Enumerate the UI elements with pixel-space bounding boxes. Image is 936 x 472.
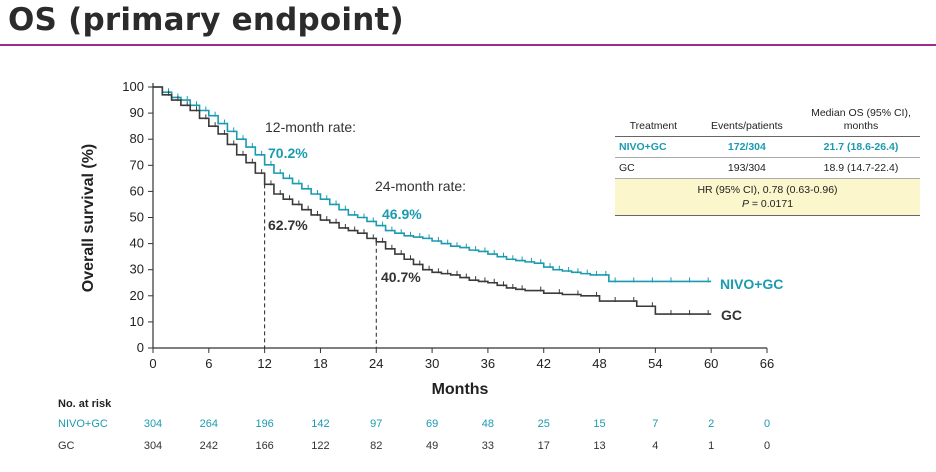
risk-row-label: NIVO+GC (58, 418, 108, 430)
km-chart: 0 6 12 18 24 30 36 42 48 54 60 66 0 10 20 30 40 50 60 70 80 9… (80, 79, 783, 398)
x-tick-label: 0 (149, 356, 156, 371)
survival-curves (153, 86, 712, 316)
y-tick-label: 100 (122, 79, 144, 94)
header-events: Events/patients (691, 104, 802, 137)
annotation-12-nivo: 70.2% (268, 145, 308, 161)
risk-count: 122 (311, 440, 330, 452)
risk-count: 15 (593, 418, 606, 430)
risk-row-label: GC (58, 440, 75, 452)
x-tick-label: 12 (257, 356, 271, 371)
p-value: = 0.0171 (748, 198, 794, 210)
risk-count: 142 (311, 418, 330, 430)
annotation-12-label: 12-month rate: (265, 119, 356, 135)
treatment-cell: GC (615, 157, 692, 179)
risk-count: 82 (370, 440, 383, 452)
hr-row: HR (95% CI), 0.78 (0.63-0.96) P = 0.0171 (615, 178, 920, 216)
series-label-nivo: NIVO+GC (720, 276, 783, 292)
y-tick-label: 70 (130, 157, 144, 172)
y-axis-label: Overall survival (%) (80, 144, 97, 293)
risk-count: 97 (370, 418, 383, 430)
y-tick-label: 50 (130, 210, 144, 225)
hr-box: HR (95% CI), 0.78 (0.63-0.96) P = 0.0171 (615, 178, 920, 216)
title-rule (0, 44, 936, 46)
y-tick-label: 10 (130, 314, 144, 329)
y-tick-label: 60 (130, 183, 144, 198)
stats-table: Treatment Events/patients Median OS (95%… (615, 104, 920, 216)
x-tick-label: 66 (760, 356, 774, 371)
risk-count: 0 (763, 418, 771, 430)
risk-count: 304 (143, 440, 163, 452)
y-tick-label: 90 (130, 105, 144, 120)
x-tick-label: 36 (481, 356, 495, 371)
y-tick-label: 40 (130, 236, 144, 251)
risk-table-title: No. at risk (58, 398, 112, 410)
y-tick-label: 80 (130, 131, 144, 146)
risk-count: 48 (481, 418, 495, 430)
slide-title: OS (primary endpoint) (8, 2, 404, 38)
risk-count: 196 (255, 418, 274, 430)
risk-count: 33 (481, 440, 495, 452)
risk-count: 4 (652, 440, 659, 452)
risk-count: 242 (199, 440, 218, 452)
header-treatment: Treatment (615, 104, 692, 137)
x-tick-label: 6 (205, 356, 212, 371)
axes: 0 6 12 18 24 30 36 42 48 54 60 66 0 10 20 30 40 50 60 70 80 9… (122, 79, 774, 371)
risk-count: 69 (425, 418, 439, 430)
p-label: P (741, 198, 749, 210)
y-tick-label: 0 (137, 340, 144, 355)
annotation-24-label: 24-month rate: (375, 178, 466, 194)
reference-lines (264, 184, 377, 348)
risk-count: 2 (708, 418, 715, 430)
events-cell: 172/304 (691, 136, 802, 158)
x-tick-label: 30 (425, 356, 439, 371)
y-tick-label: 20 (130, 288, 144, 303)
x-tick-label: 48 (592, 356, 606, 371)
risk-count: 17 (537, 440, 550, 452)
risk-count: 264 (199, 418, 218, 430)
risk-count: 304 (143, 418, 163, 430)
x-tick-label: 42 (536, 356, 550, 371)
events-cell: 193/304 (691, 157, 802, 179)
median-cell: 21.7 (18.6-26.4) (802, 136, 920, 158)
annotation-24-gc: 40.7% (381, 269, 421, 285)
risk-count: 0 (763, 440, 771, 452)
x-tick-label: 24 (369, 356, 383, 371)
hr-text: HR (95% CI), 0.78 (0.63-0.96) (697, 184, 838, 196)
treatment-cell: NIVO+GC (615, 136, 692, 158)
risk-count: 7 (652, 418, 659, 430)
x-axis-label: Months (432, 381, 489, 398)
y-tick-label: 30 (130, 262, 144, 277)
annotation-24-nivo: 46.9% (382, 206, 422, 222)
x-tick-label: 18 (313, 356, 327, 371)
risk-count: 49 (425, 440, 439, 452)
km-curve-nivo-gc (153, 86, 712, 283)
stats-row-nivo: NIVO+GC 172/304 21.7 (18.6-26.4) (615, 136, 920, 158)
risk-count: 1 (708, 440, 715, 452)
risk-count: 166 (255, 440, 274, 452)
km-curve-gc (153, 86, 712, 315)
header-median: Median OS (95% CI), months (802, 104, 920, 137)
stats-row-gc: GC 193/304 18.9 (14.7-22.4) (615, 157, 920, 179)
x-tick-label: 60 (704, 356, 718, 371)
median-cell: 18.9 (14.7-22.4) (802, 157, 920, 179)
series-label-gc: GC (721, 307, 742, 323)
x-tick-label: 54 (648, 356, 662, 371)
risk-count: 25 (537, 418, 550, 430)
risk-count: 13 (593, 440, 606, 452)
annotation-12-gc: 62.7% (268, 217, 308, 233)
